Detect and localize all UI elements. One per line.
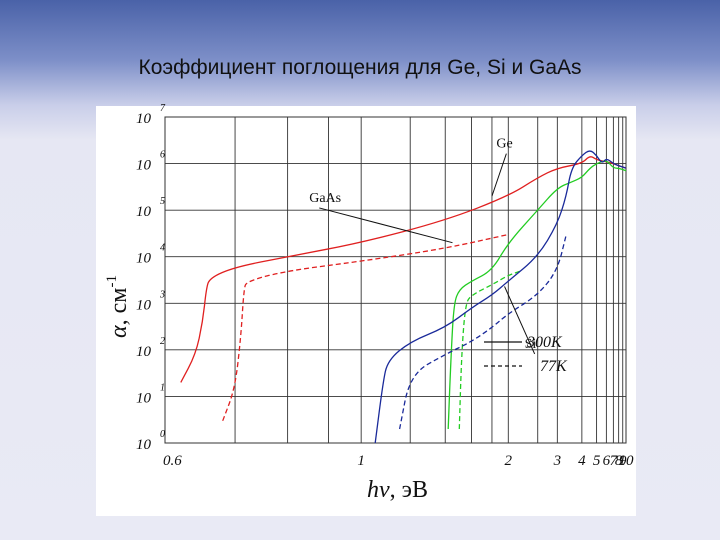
annotations: GeGaAsSi bbox=[309, 137, 536, 355]
page-title: Коэффициент поглощения для Ge, Si и GaAs bbox=[138, 56, 582, 79]
legend-label-77k: 77K bbox=[540, 358, 568, 375]
x-tick-label: 10 bbox=[619, 453, 635, 469]
series-ge-77k bbox=[222, 233, 509, 422]
x-axis-title: hν, эВ bbox=[367, 477, 428, 503]
annotation-pointer bbox=[504, 286, 536, 355]
annotation-pointer bbox=[491, 153, 507, 197]
x-axis-unit: , эВ bbox=[390, 477, 428, 503]
x-tick-label: 6 bbox=[603, 453, 611, 469]
y-tick-label: 10 bbox=[136, 437, 152, 453]
series-layer bbox=[180, 150, 627, 444]
y-tick-exponent: 4 bbox=[160, 243, 165, 254]
y-tick-label: 10 bbox=[136, 251, 152, 267]
series-gaas-77k bbox=[458, 270, 522, 430]
y-tick-label: 10 bbox=[136, 158, 152, 174]
x-axis-symbol: hν bbox=[367, 477, 390, 503]
series-gaas-300k bbox=[447, 160, 627, 430]
legend: 300K 77K bbox=[484, 334, 568, 375]
y-axis-exponent: -1 bbox=[104, 275, 120, 288]
y-tick-label: 10 bbox=[136, 344, 152, 360]
x-tick-label: 0.6 bbox=[163, 453, 182, 469]
y-tick-exponent: 3 bbox=[159, 289, 165, 300]
annotation-gaas: GaAs bbox=[309, 191, 341, 206]
y-axis-symbol: α bbox=[106, 325, 132, 338]
y-tick-exponent: 5 bbox=[160, 196, 165, 207]
annotation-pointer bbox=[319, 207, 453, 244]
y-tick-exponent: 7 bbox=[160, 103, 166, 114]
x-tick-label: 2 bbox=[505, 453, 513, 469]
x-tick-label: 5 bbox=[593, 453, 601, 469]
x-tick-label: 7 bbox=[610, 453, 619, 469]
y-tick-exponent: 1 bbox=[160, 382, 165, 393]
y-axis-title: α, см-1 bbox=[104, 275, 132, 338]
y-axis-unit: , см bbox=[106, 288, 132, 326]
series-ge-300k bbox=[180, 156, 627, 383]
legend-label-300k: 300K bbox=[526, 334, 563, 351]
y-tick-exponent: 0 bbox=[160, 429, 165, 440]
y-tick-exponent: 6 bbox=[160, 150, 165, 161]
chart-panel bbox=[96, 106, 636, 516]
x-tick-label: 1 bbox=[357, 453, 365, 469]
series-si-300k bbox=[374, 150, 627, 444]
y-tick-label: 10 bbox=[136, 390, 152, 406]
x-tick-label: 9 bbox=[619, 453, 627, 469]
y-tick-label: 10 bbox=[136, 204, 152, 220]
x-tick-label: 8 bbox=[615, 453, 623, 469]
y-tick-exponent: 2 bbox=[160, 336, 165, 347]
y-tick-label: 10 bbox=[136, 297, 152, 313]
series-si-77k bbox=[398, 234, 567, 430]
annotation-ge: Ge bbox=[496, 137, 512, 152]
y-tick-label: 10 bbox=[136, 111, 152, 127]
x-tick-label: 4 bbox=[578, 453, 586, 469]
grid bbox=[164, 116, 627, 444]
x-tick-label: 3 bbox=[553, 453, 562, 469]
plot-frame bbox=[164, 116, 627, 444]
